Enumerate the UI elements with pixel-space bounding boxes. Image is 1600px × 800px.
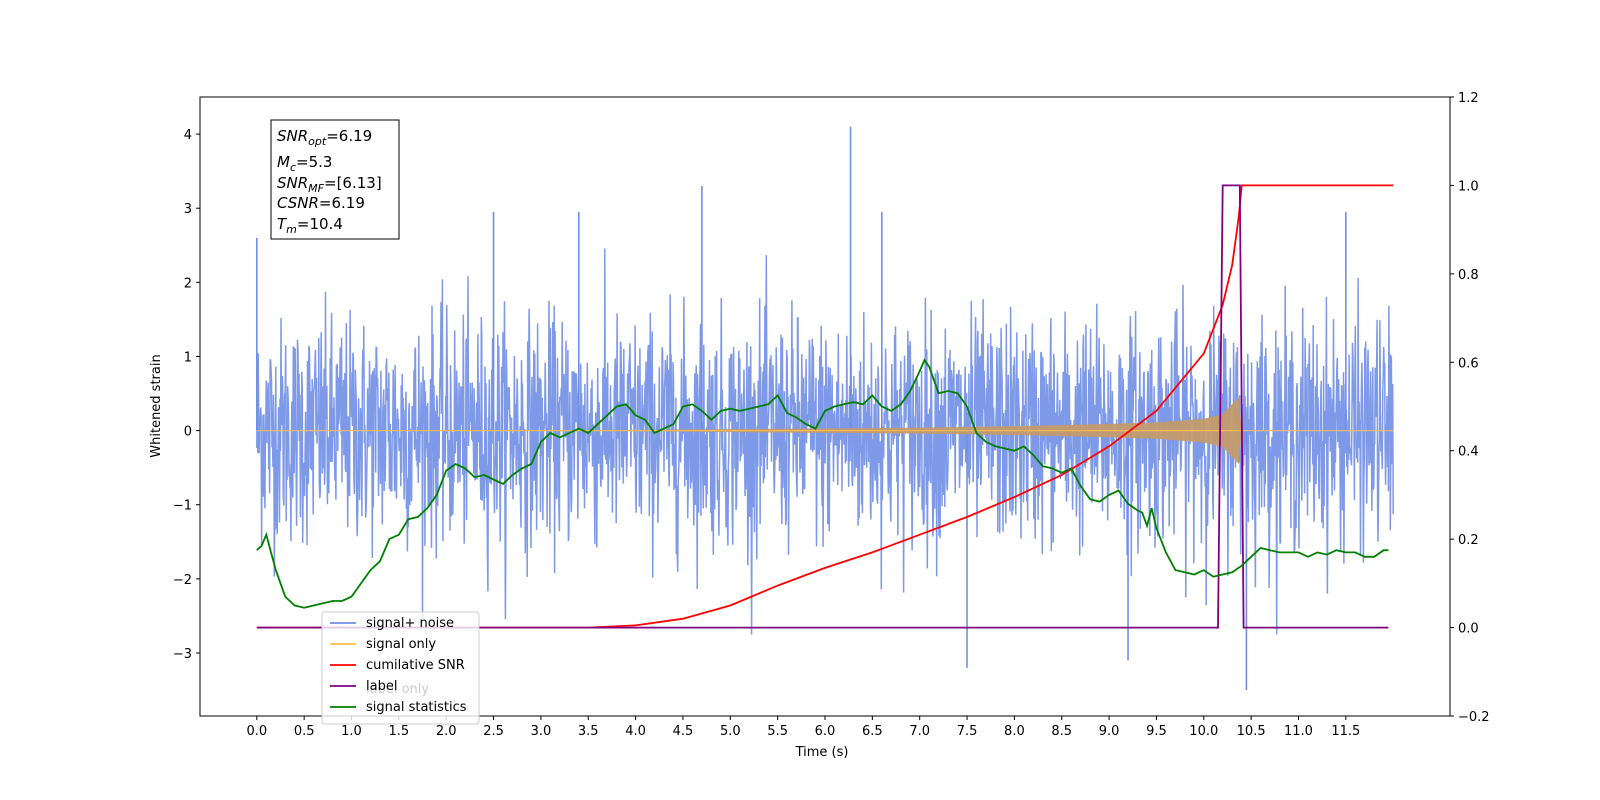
x-tick-label: 0.5 bbox=[294, 724, 315, 739]
x-tick-label: 11.5 bbox=[1331, 724, 1360, 739]
x-tick-label: 9.5 bbox=[1146, 724, 1167, 739]
x-tick-label: 11.0 bbox=[1284, 724, 1313, 739]
x-tick-label: 4.0 bbox=[625, 724, 646, 739]
series-signal-noise bbox=[256, 248, 1394, 635]
y-tick-label-left: 3 bbox=[184, 202, 192, 217]
y-tick-label-right: 0.2 bbox=[1458, 533, 1479, 548]
x-tick-label: 10.0 bbox=[1189, 724, 1218, 739]
legend: label only signal+ noise signal only cumil… bbox=[321, 611, 480, 725]
y-axis-right: −0.2 0.0 0.2 0.4 0.6 0.8 1.0 1.2 bbox=[1450, 91, 1490, 725]
x-tick-label: 1.0 bbox=[341, 724, 362, 739]
x-tick-label: 10.5 bbox=[1237, 724, 1266, 739]
y-tick-label-right: 1.2 bbox=[1458, 91, 1479, 106]
y-tick-label-right: 0.8 bbox=[1458, 268, 1479, 283]
legend-entry-label: signal only bbox=[366, 637, 436, 652]
annotation-snr-mf: SNRMF=[6.13] bbox=[277, 174, 382, 195]
x-tick-label: 7.5 bbox=[957, 724, 978, 739]
x-tick-label: 8.0 bbox=[1004, 724, 1025, 739]
annotation-tm: Tm=10.4 bbox=[277, 215, 343, 236]
x-tick-label: 3.0 bbox=[531, 724, 552, 739]
x-tick-label: 2.5 bbox=[483, 724, 504, 739]
annotation-mc: Mc=5.3 bbox=[277, 153, 332, 174]
annotation-csnr: CSNR=6.19 bbox=[277, 194, 365, 212]
y-tick-label-left: 4 bbox=[184, 128, 192, 143]
legend-entry-label: signal+ noise bbox=[366, 616, 454, 631]
series-layer bbox=[256, 126, 1394, 691]
x-tick-label: 6.5 bbox=[862, 724, 883, 739]
legend-entry-label: label bbox=[366, 679, 397, 694]
y-axis-label: Whitened strain bbox=[149, 354, 164, 457]
x-tick-label: 6.0 bbox=[815, 724, 836, 739]
x-tick-label: 4.5 bbox=[673, 724, 694, 739]
legend-entry-label: cumilative SNR bbox=[366, 658, 465, 673]
x-tick-label: 3.5 bbox=[578, 724, 599, 739]
y-tick-label-left: −3 bbox=[173, 647, 192, 662]
x-tick-label: 2.0 bbox=[436, 724, 457, 739]
series-signal-statistics bbox=[256, 358, 1389, 609]
y-tick-label-right: 0.4 bbox=[1458, 445, 1479, 460]
y-tick-label-right: −0.2 bbox=[1458, 710, 1490, 725]
x-tick-label: 1.5 bbox=[389, 724, 410, 739]
y-tick-label-left: 2 bbox=[184, 276, 192, 291]
y-tick-label-right: 0.6 bbox=[1458, 356, 1479, 371]
annotation-box: SNRopt=6.19 Mc=5.3 SNRMF=[6.13] CSNR=6.1… bbox=[270, 119, 400, 240]
series-cumulative-snr bbox=[256, 184, 1394, 629]
legend-hidden-text: label only bbox=[366, 682, 429, 697]
series-label bbox=[256, 184, 1389, 629]
x-tick-label: 9.0 bbox=[1099, 724, 1120, 739]
y-tick-label-left: −1 bbox=[173, 499, 192, 514]
x-tick-label: 8.5 bbox=[1051, 724, 1072, 739]
annotation-snr-opt: SNRopt=6.19 bbox=[277, 127, 372, 148]
x-axis-label: Time (s) bbox=[795, 745, 849, 760]
x-tick-label: 0.0 bbox=[246, 724, 267, 739]
y-tick-label-left: 1 bbox=[184, 350, 192, 365]
x-tick-label: 5.5 bbox=[767, 724, 788, 739]
x-tick-label: 7.0 bbox=[909, 724, 930, 739]
y-tick-label-right: 1.0 bbox=[1458, 179, 1479, 194]
y-tick-label-left: 0 bbox=[184, 425, 192, 440]
y-axis-left: −3 −2 −1 0 1 2 3 4 bbox=[173, 128, 200, 662]
y-tick-label-left: −2 bbox=[173, 573, 192, 588]
legend-entry-label: signal statistics bbox=[366, 700, 467, 715]
x-tick-label: 5.0 bbox=[720, 724, 741, 739]
y-tick-label-right: 0.0 bbox=[1458, 622, 1479, 637]
